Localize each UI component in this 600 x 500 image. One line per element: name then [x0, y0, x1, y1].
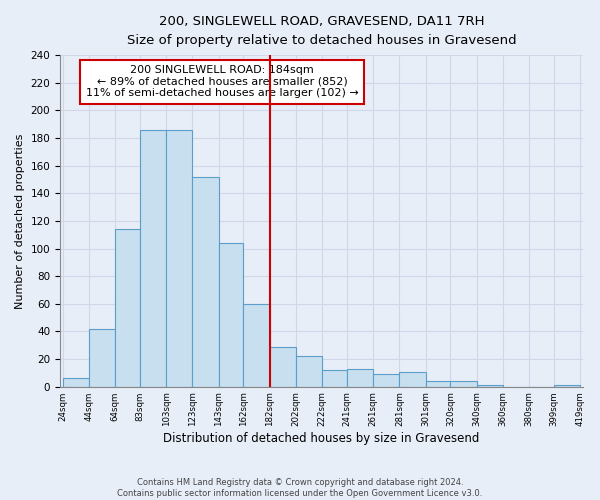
Bar	[400, 372, 425, 386]
Bar	[115, 229, 140, 386]
Bar	[373, 374, 400, 386]
Bar	[166, 130, 193, 386]
Bar	[218, 243, 244, 386]
Bar	[89, 328, 115, 386]
Text: Contains HM Land Registry data © Crown copyright and database right 2024.
Contai: Contains HM Land Registry data © Crown c…	[118, 478, 482, 498]
Bar	[322, 370, 347, 386]
X-axis label: Distribution of detached houses by size in Gravesend: Distribution of detached houses by size …	[163, 432, 479, 445]
Bar	[140, 130, 166, 386]
Bar	[296, 356, 322, 386]
Title: 200, SINGLEWELL ROAD, GRAVESEND, DA11 7RH
Size of property relative to detached : 200, SINGLEWELL ROAD, GRAVESEND, DA11 7R…	[127, 15, 516, 47]
Bar	[269, 346, 296, 387]
Bar	[193, 176, 218, 386]
Text: 200 SINGLEWELL ROAD: 184sqm
← 89% of detached houses are smaller (852)
11% of se: 200 SINGLEWELL ROAD: 184sqm ← 89% of det…	[86, 65, 358, 98]
Bar	[244, 304, 269, 386]
Bar	[62, 378, 89, 386]
Bar	[347, 368, 373, 386]
Y-axis label: Number of detached properties: Number of detached properties	[15, 133, 25, 308]
Bar	[451, 381, 476, 386]
Bar	[425, 381, 451, 386]
